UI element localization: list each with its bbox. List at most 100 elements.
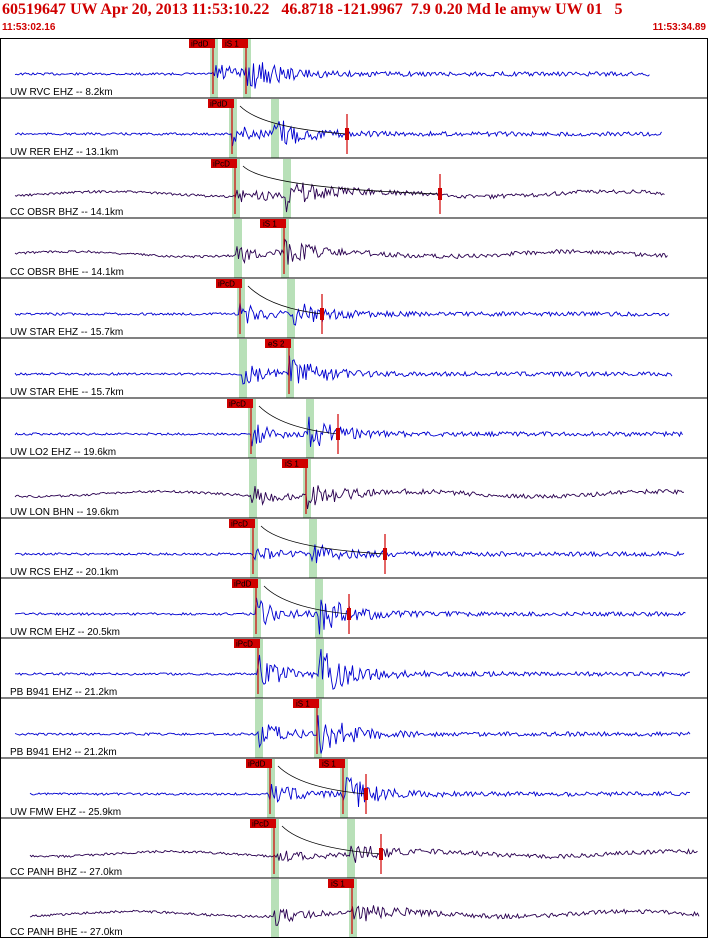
waveform xyxy=(14,715,691,754)
p-pick-flag[interactable] xyxy=(229,519,255,528)
coda-curve xyxy=(242,165,441,195)
trace-label: PB B941 EH2 -- 21.2km xyxy=(10,747,117,758)
coda-curve xyxy=(260,525,386,555)
waveform xyxy=(14,485,685,509)
p-pick-flag[interactable] xyxy=(234,639,260,648)
p-window xyxy=(234,219,242,278)
s-window xyxy=(340,759,348,818)
s-window xyxy=(271,99,279,158)
p-pick-flag[interactable] xyxy=(216,279,242,288)
p-pick-flag[interactable] xyxy=(250,819,276,828)
waveform xyxy=(29,845,698,863)
s-pick-flag[interactable] xyxy=(260,219,286,228)
s-window xyxy=(316,639,324,698)
p-window xyxy=(248,399,256,458)
s-pick-flag[interactable] xyxy=(319,759,345,768)
s-pick-flag[interactable] xyxy=(222,39,248,48)
coda-end-marker xyxy=(336,428,340,440)
s-pick-flag[interactable] xyxy=(265,339,291,348)
p-pick-label: iPdD xyxy=(191,40,209,49)
p-pick-flag[interactable] xyxy=(189,39,215,48)
s-pick-label: iS 1 xyxy=(331,880,345,889)
p-pick-label: iPcD xyxy=(213,160,230,169)
coda-end-marker xyxy=(438,188,442,200)
p-pick-label: iPdD xyxy=(234,580,252,589)
p-window xyxy=(229,99,237,158)
s-pick-flag[interactable] xyxy=(282,459,308,468)
trace-panel[interactable]: iS 1 UW LON BHN -- 19.6km xyxy=(0,457,708,518)
s-pick-label: iS 1 xyxy=(322,760,336,769)
p-window xyxy=(255,639,263,698)
trace-label: UW STAR EHE -- 15.7km xyxy=(10,387,124,398)
s-window xyxy=(281,219,289,278)
s-window xyxy=(309,519,317,578)
trace-panel[interactable]: iPcD CC OBSR BHZ -- 14.1km xyxy=(0,157,708,218)
coda-end-marker xyxy=(364,788,368,800)
s-pick-flag[interactable] xyxy=(328,879,354,888)
trace-label: CC PANH BHE -- 27.0km xyxy=(10,927,123,938)
s-window xyxy=(243,39,251,98)
trace-panel[interactable]: eS 2 UW STAR EHE -- 15.7km xyxy=(0,337,708,398)
coda-end-marker xyxy=(383,548,387,560)
trace-label: UW LON BHN -- 19.6km xyxy=(10,507,119,518)
waveform xyxy=(14,301,670,326)
s-pick-label: iS 1 xyxy=(225,40,239,49)
start-time: 11:53:02.16 xyxy=(2,22,56,33)
p-pick-label: iPcD xyxy=(218,280,235,289)
p-pick-flag[interactable] xyxy=(227,399,253,408)
s-window xyxy=(303,459,311,518)
p-pick-flag[interactable] xyxy=(232,579,258,588)
trace-panel[interactable]: iPcD UW LO2 EHZ -- 19.6km xyxy=(0,397,708,458)
seismogram-panel[interactable]: iPdD iS 1 UW RVC EHZ -- 8.2km iPdD UW RER EH… xyxy=(0,38,708,938)
p-window xyxy=(250,519,258,578)
p-pick-flag[interactable] xyxy=(246,759,272,768)
end-time: 11:53:34.89 xyxy=(652,22,706,33)
waveform xyxy=(14,355,673,385)
coda-curve xyxy=(258,405,339,435)
waveform xyxy=(14,416,683,447)
s-pick-flag[interactable] xyxy=(293,699,319,708)
plot-border xyxy=(0,38,708,938)
coda-curve xyxy=(247,285,323,315)
trace-panel[interactable]: iS 1 CC PANH BHE -- 27.0km xyxy=(0,877,708,938)
trace-label: UW RCM EHZ -- 20.5km xyxy=(10,627,120,638)
trace-panel[interactable]: iPdD iS 1 UW RVC EHZ -- 8.2km xyxy=(0,38,708,98)
trace-panel[interactable]: iS 1 PB B941 EH2 -- 21.2km xyxy=(0,697,708,758)
trace-panel[interactable]: iPcD CC PANH BHZ -- 27.0km xyxy=(0,817,708,878)
event-title: 60519647 UW Apr 20, 2013 11:53:10.22 46.… xyxy=(2,1,623,18)
trace-panel[interactable]: iPcD UW RCS EHZ -- 20.1km xyxy=(0,517,708,578)
waveform xyxy=(14,543,685,564)
p-window xyxy=(239,339,247,398)
s-pick-label: iS 1 xyxy=(285,460,299,469)
s-window xyxy=(283,159,291,218)
waveform xyxy=(15,649,690,690)
waveform xyxy=(14,238,668,265)
trace-label: UW FMW EHZ -- 25.9km xyxy=(10,807,121,818)
p-window xyxy=(210,39,218,98)
p-pick-flag[interactable] xyxy=(211,159,237,168)
coda-end-marker xyxy=(379,848,383,860)
p-window xyxy=(232,159,240,218)
coda-end-marker xyxy=(320,308,324,320)
coda-end-marker xyxy=(347,608,351,620)
trace-label: UW RVC EHZ -- 8.2km xyxy=(10,87,113,98)
trace-label: PB B941 EHZ -- 21.2km xyxy=(10,687,117,698)
p-window xyxy=(249,459,257,518)
trace-panel[interactable]: iS 1 CC OBSR BHE -- 14.1km xyxy=(0,217,708,278)
p-pick-label: iPdD xyxy=(248,760,266,769)
p-pick-label: iPcD xyxy=(236,640,253,649)
p-pick-flag[interactable] xyxy=(208,99,234,108)
trace-panel[interactable]: iPcD UW STAR EHZ -- 15.7km xyxy=(0,277,708,338)
s-window xyxy=(315,579,323,638)
waveform xyxy=(14,62,650,89)
trace-panel[interactable]: iPcD PB B941 EHZ -- 21.2km xyxy=(0,637,708,698)
s-window xyxy=(314,699,322,758)
p-window xyxy=(253,579,261,638)
trace-label: UW STAR EHZ -- 15.7km xyxy=(10,327,123,338)
p-pick-label: iPcD xyxy=(229,400,246,409)
trace-label: UW RER EHZ -- 13.1km xyxy=(10,147,118,158)
p-window xyxy=(271,879,279,938)
trace-panel[interactable]: iPdD iS 1 UW FMW EHZ -- 25.9km xyxy=(0,757,708,818)
trace-panel[interactable]: iPdD UW RER EHZ -- 13.1km xyxy=(0,97,708,158)
trace-panel[interactable]: iPdD UW RCM EHZ -- 20.5km xyxy=(0,577,708,638)
